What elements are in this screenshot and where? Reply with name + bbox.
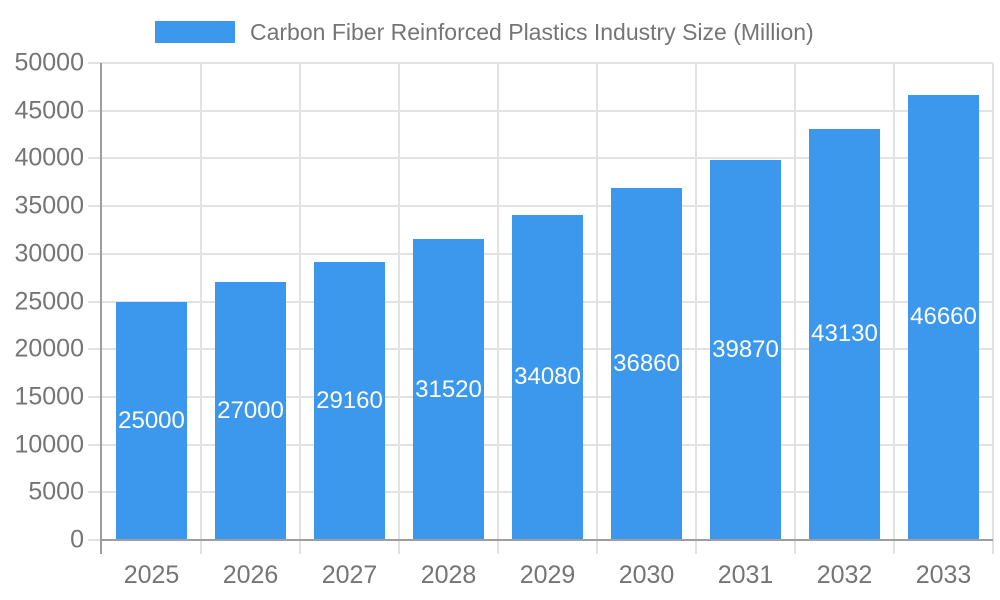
x-axis-tick — [200, 540, 202, 554]
y-tick-label: 45000 — [14, 96, 84, 125]
bar-value-label: 29160 — [316, 386, 383, 414]
bar-value-label: 27000 — [217, 397, 284, 425]
x-axis-tick — [596, 540, 598, 554]
gridline-vertical — [596, 63, 598, 540]
y-axis-tick — [88, 205, 102, 208]
y-axis-tick — [88, 348, 102, 351]
bar: 36860 — [611, 188, 682, 540]
x-tick-label: 2031 — [717, 561, 774, 589]
gridline-vertical — [398, 63, 400, 540]
legend-swatch — [155, 21, 235, 43]
y-tick-label: 25000 — [14, 287, 84, 315]
bar: 29160 — [314, 261, 385, 540]
gridline-horizontal — [102, 157, 993, 160]
gridline-vertical — [497, 63, 499, 540]
gridline-vertical — [794, 63, 796, 540]
y-tick-label: 20000 — [14, 334, 84, 363]
y-axis-tick — [88, 539, 102, 541]
bar-value-label: 34080 — [514, 363, 581, 391]
x-axis-tick — [893, 540, 895, 554]
bar: 43130 — [809, 128, 880, 540]
x-tick-label: 2025 — [123, 561, 180, 589]
y-axis-tick — [88, 252, 102, 255]
x-tick-label: 2026 — [222, 561, 279, 589]
x-tick-label: 2030 — [618, 561, 675, 589]
legend-title: Carbon Fiber Reinforced Plastics Industr… — [250, 18, 814, 45]
bar-value-label: 31520 — [415, 375, 482, 403]
legend: Carbon Fiber Reinforced Plastics Industr… — [155, 18, 814, 45]
y-axis-tick — [88, 300, 102, 303]
bar: 39870 — [710, 159, 781, 540]
y-axis-tick — [88, 62, 102, 64]
bar: 31520 — [413, 239, 484, 540]
gridline-vertical — [299, 63, 301, 540]
bar-value-label: 43130 — [811, 320, 878, 348]
gridline-horizontal — [102, 62, 993, 64]
x-axis-tick — [794, 540, 796, 554]
x-axis-line — [100, 539, 993, 541]
y-tick-label: 0 — [70, 525, 84, 554]
bar: 27000 — [215, 282, 286, 540]
x-axis-tick — [398, 540, 400, 554]
y-axis-tick — [88, 157, 102, 160]
gridline-vertical — [695, 63, 697, 540]
y-tick-label: 35000 — [14, 191, 84, 220]
y-axis-tick — [88, 395, 102, 398]
bar-value-label: 46660 — [910, 303, 977, 331]
gridline-horizontal — [102, 109, 993, 112]
gridline-vertical — [200, 63, 202, 540]
bar-value-label: 36860 — [613, 350, 680, 378]
y-tick-label: 50000 — [14, 48, 84, 77]
x-axis-tick — [299, 540, 301, 554]
x-tick-label: 2032 — [816, 561, 873, 589]
y-tick-label: 5000 — [28, 477, 84, 506]
x-tick-label: 2029 — [519, 561, 576, 589]
x-axis-tick — [497, 540, 499, 554]
bar-value-label: 25000 — [118, 406, 185, 434]
x-tick-label: 2028 — [420, 561, 477, 589]
x-axis-tick — [992, 540, 994, 554]
x-axis-tick — [695, 540, 697, 554]
y-axis-tick — [88, 491, 102, 494]
bar-value-label: 39870 — [712, 335, 779, 363]
y-axis-line — [100, 63, 102, 554]
y-tick-label: 15000 — [14, 382, 84, 411]
bar: 25000 — [116, 301, 187, 540]
gridline-horizontal — [102, 205, 993, 208]
y-tick-label: 40000 — [14, 143, 84, 172]
bar: 34080 — [512, 214, 583, 540]
plot-area: 25000 27000 29160 31520 34080 36860 39870 43130… — [102, 62, 994, 540]
x-tick-label: 2027 — [321, 561, 378, 589]
gridline-vertical — [893, 63, 895, 540]
gridline-vertical — [992, 63, 994, 540]
x-tick-label: 2033 — [915, 561, 972, 589]
y-axis-tick — [88, 109, 102, 112]
y-tick-label: 10000 — [14, 430, 84, 459]
bar: 46660 — [908, 94, 979, 540]
y-tick-label: 30000 — [14, 239, 84, 268]
y-axis-tick — [88, 443, 102, 446]
